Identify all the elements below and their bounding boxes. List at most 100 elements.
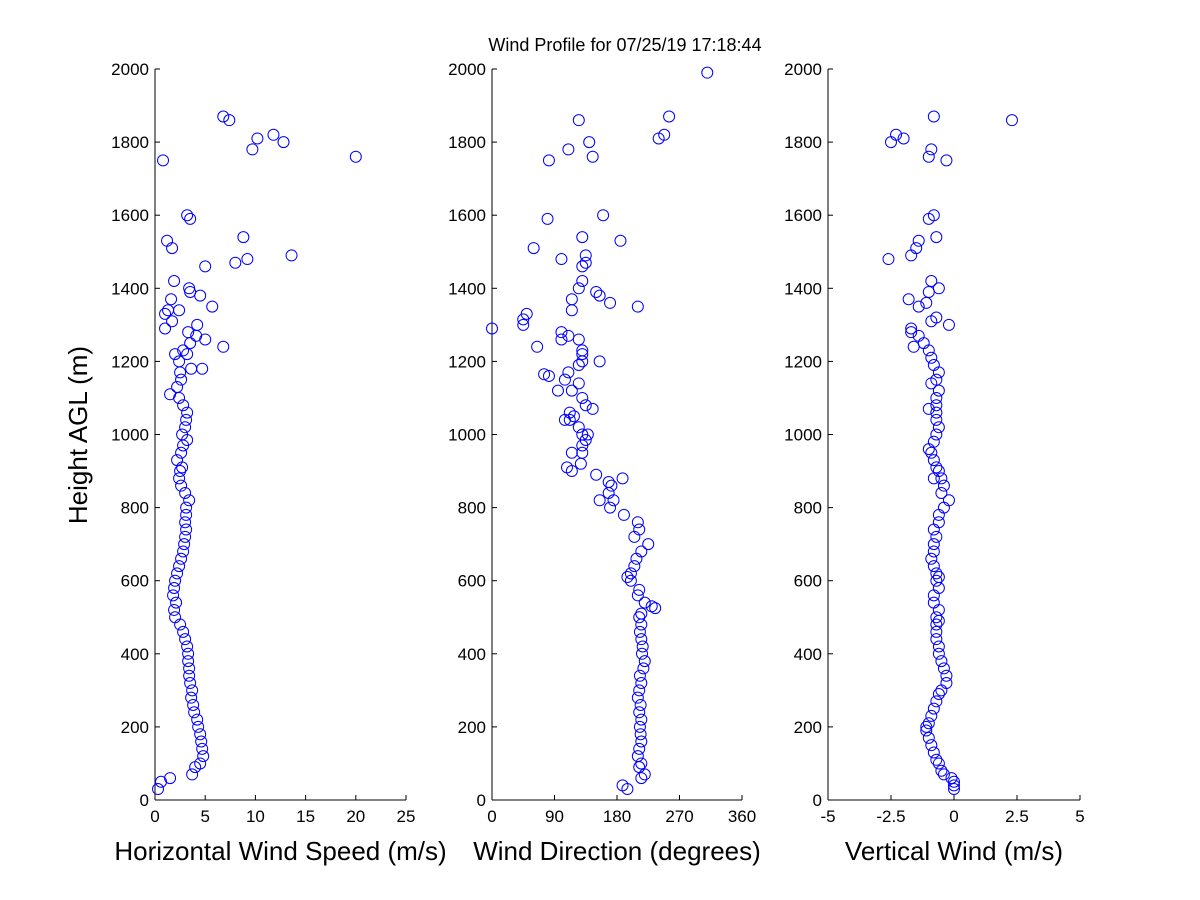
data-point <box>194 289 207 302</box>
x-tick-label: 0 <box>150 807 159 826</box>
data-point <box>187 698 200 711</box>
x-tick-label: 0 <box>949 807 958 826</box>
data-point <box>927 702 940 715</box>
data-point <box>179 633 192 646</box>
data-point <box>927 596 940 609</box>
data-point <box>517 318 530 331</box>
data-point <box>586 402 599 415</box>
data-point <box>930 753 943 766</box>
data-point <box>624 574 637 587</box>
data-point <box>932 640 945 653</box>
data-point <box>183 494 196 507</box>
data-point <box>922 150 935 163</box>
y-tick-label: 200 <box>794 718 822 737</box>
data-point <box>176 461 189 474</box>
data-point <box>945 772 958 785</box>
data-point <box>930 406 943 419</box>
data-point <box>572 282 585 295</box>
data-point <box>168 274 181 287</box>
data-point <box>907 340 920 353</box>
y-tick-label: 1200 <box>784 352 822 371</box>
data-point <box>576 260 589 273</box>
data-point <box>576 344 589 357</box>
data-point <box>194 757 207 770</box>
data-point <box>175 552 188 565</box>
data-point <box>168 582 181 595</box>
data-point <box>932 508 945 521</box>
x-tick-label: -5 <box>820 807 835 826</box>
data-point <box>184 212 197 225</box>
data-point <box>165 293 178 306</box>
data-point <box>937 479 950 492</box>
data-point <box>633 720 646 733</box>
data-point <box>927 454 940 467</box>
data-point <box>927 538 940 551</box>
data-point <box>182 326 195 339</box>
data-point <box>635 677 648 690</box>
data-point <box>171 380 184 393</box>
data-point <box>486 322 498 335</box>
x-tick-label: 5 <box>1075 807 1084 826</box>
data-point <box>159 307 172 320</box>
data-point <box>179 486 192 499</box>
x-tick-label: 25 <box>397 807 416 826</box>
data-point <box>642 538 655 551</box>
data-point <box>930 530 943 543</box>
panel-2: 0 200 400 600 800 1000 1200 1400 1600 1800 2000 0 90… <box>448 60 761 866</box>
data-point <box>925 143 938 156</box>
data-point <box>180 413 193 426</box>
data-point <box>701 66 714 79</box>
data-point <box>217 340 230 353</box>
data-point <box>565 293 578 306</box>
data-point <box>162 304 175 317</box>
data-point <box>572 377 585 390</box>
data-point <box>912 234 925 247</box>
y-tick-label: 1000 <box>448 426 486 445</box>
data-point <box>593 289 606 302</box>
data-point <box>177 625 190 638</box>
data-point <box>604 296 617 309</box>
data-point <box>905 322 918 335</box>
y-tick-label: 2000 <box>448 60 486 79</box>
data-point <box>174 618 187 631</box>
data-point <box>183 669 196 682</box>
data-point <box>930 618 943 631</box>
data-point <box>191 318 204 331</box>
x-tick-label: 180 <box>603 807 631 826</box>
y-tick-label: 1800 <box>784 133 822 152</box>
data-point <box>229 256 242 269</box>
data-point <box>171 567 184 580</box>
y-tick-label: 400 <box>458 645 486 664</box>
data-point <box>922 344 935 357</box>
data-point <box>912 329 925 342</box>
data-point <box>581 428 594 441</box>
y-tick-label: 0 <box>140 791 149 810</box>
data-point <box>927 545 940 558</box>
data-point <box>191 713 204 726</box>
data-point <box>194 728 207 741</box>
data-point <box>175 373 188 386</box>
data-point <box>558 373 571 386</box>
data-point <box>602 476 615 489</box>
data-point <box>930 567 943 580</box>
y-tick-label: 400 <box>121 645 149 664</box>
data-point <box>633 583 646 596</box>
data-point <box>182 647 195 660</box>
data-point <box>572 114 585 127</box>
data-point <box>631 589 644 602</box>
data-point <box>563 413 576 426</box>
data-point <box>527 242 540 255</box>
data-point <box>925 446 938 459</box>
y-tick-label: 1600 <box>111 206 149 225</box>
x-axis-label: Horizontal Wind Speed (m/s) <box>114 836 446 866</box>
y-tick-label: 800 <box>794 499 822 518</box>
y-tick-label: 1800 <box>111 133 149 152</box>
data-point <box>572 333 585 346</box>
data-point <box>181 348 194 361</box>
data-point <box>185 691 198 704</box>
x-tick-label: 90 <box>545 807 564 826</box>
y-tick-label: 1400 <box>784 279 822 298</box>
data-point <box>246 143 259 156</box>
data-point <box>932 516 945 529</box>
